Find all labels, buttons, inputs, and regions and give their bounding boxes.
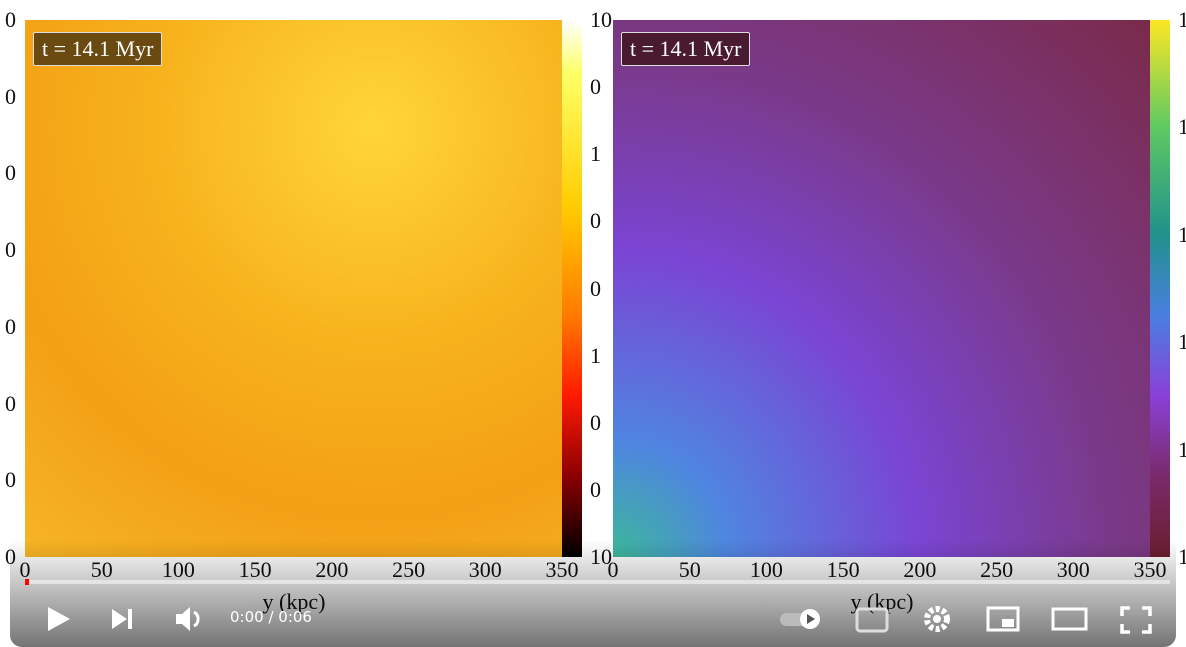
- time-label: t = 14.1 Myr: [621, 32, 751, 66]
- tick-label: 0: [5, 7, 16, 32]
- time-display: 0:00 / 0:06: [230, 608, 312, 626]
- tick-label: 1: [1178, 221, 1186, 247]
- progress-played: [25, 579, 29, 585]
- play-button[interactable]: [48, 607, 70, 631]
- colorbar: [1150, 20, 1170, 557]
- density-image: [25, 20, 562, 557]
- tick-label: 0: [590, 409, 601, 435]
- next-button[interactable]: [112, 609, 132, 629]
- tick-label: 1: [1178, 329, 1186, 355]
- captions-button[interactable]: [855, 607, 889, 633]
- tick-label: 0: [590, 74, 601, 100]
- tick-label: 1: [590, 141, 601, 167]
- tick-label: 1: [1178, 114, 1186, 140]
- colorbar: [562, 20, 582, 557]
- tick-label: 1: [1178, 436, 1186, 462]
- theater-button[interactable]: [1051, 607, 1088, 631]
- time-label: t = 14.1 Myr: [33, 32, 163, 66]
- tick-label: 0: [5, 83, 16, 109]
- tick-label: 0: [5, 237, 16, 263]
- tick-label: 1: [590, 342, 601, 368]
- tick-label: 0: [5, 467, 16, 493]
- autoplay-toggle[interactable]: [780, 609, 820, 629]
- tick-label: 1: [1178, 7, 1186, 32]
- progress-bar[interactable]: [25, 580, 1170, 584]
- tick-label: 10: [590, 7, 612, 32]
- tick-label: 0: [5, 160, 16, 186]
- volume-button[interactable]: [176, 607, 200, 631]
- fullscreen-button[interactable]: [1120, 606, 1152, 634]
- tick-label: 0: [5, 313, 16, 339]
- tick-label: 1: [1178, 544, 1186, 569]
- temperature-image: [613, 20, 1150, 557]
- tick-label: 0: [590, 208, 601, 234]
- tick-label: 0: [590, 476, 601, 502]
- control-icons: [48, 606, 1152, 634]
- controls-shade: [10, 540, 1176, 647]
- tick-label: 0: [590, 275, 601, 301]
- tick-label: 0: [5, 390, 16, 416]
- miniplayer-button[interactable]: [986, 606, 1020, 632]
- settings-button[interactable]: [924, 606, 950, 632]
